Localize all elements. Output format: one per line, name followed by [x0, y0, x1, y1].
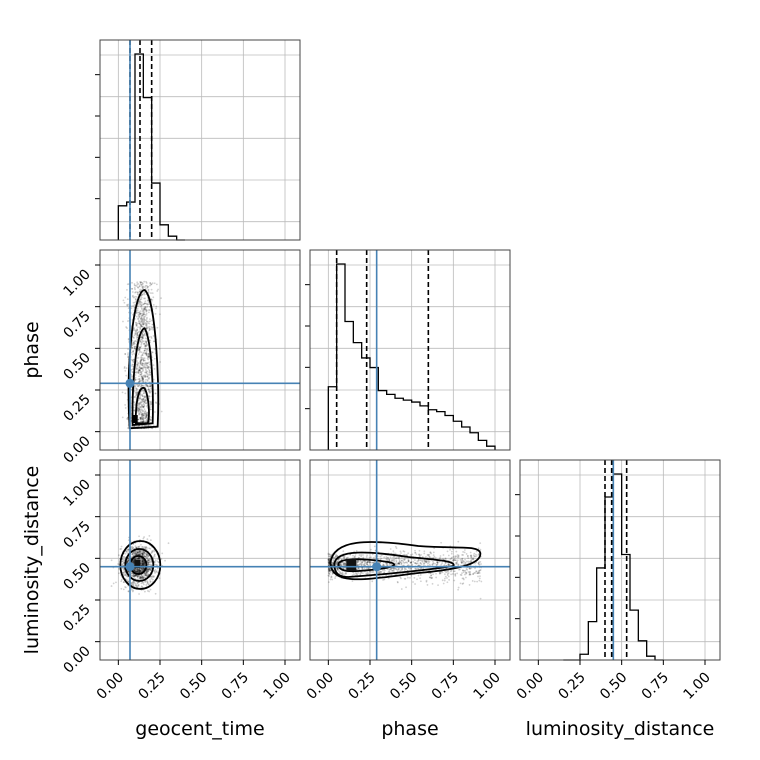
- y-tick-label: 0.75: [60, 308, 93, 341]
- x-tick-label: 0.25: [555, 670, 588, 703]
- axes-frame: [99, 39, 301, 241]
- contour-outer: [127, 289, 160, 430]
- x-tick-label: 0.50: [177, 670, 210, 703]
- contour-outer: [329, 541, 482, 581]
- contour-middle: [124, 548, 155, 582]
- grid: [310, 460, 510, 660]
- x-tick-label: 0.50: [597, 670, 630, 703]
- panel-luminosity_distance-vs-luminosity_distance: [515, 459, 721, 661]
- contour-inner: [134, 386, 150, 425]
- grid: [100, 250, 300, 450]
- x-tick-label: 0.50: [387, 670, 420, 703]
- panel-luminosity_distance-vs-geocent_time: [99, 459, 301, 661]
- y-axis-label-luminosity_distance: luminosity_distance: [21, 466, 43, 655]
- x-axis-label-geocent_time: geocent_time: [135, 718, 264, 740]
- axes-frame: [309, 459, 511, 661]
- y-tick-label: 0.25: [60, 602, 93, 635]
- x-tick-label: 0.25: [345, 670, 378, 703]
- panel-phase-vs-phase: [305, 249, 511, 451]
- x-tick-label: 0.25: [135, 670, 168, 703]
- x-tick-label: 0.75: [639, 670, 672, 703]
- grid: [100, 40, 300, 240]
- x-tick-label: 1.00: [680, 670, 713, 703]
- y-tick-label: 0.50: [60, 560, 93, 593]
- x-tick-label: 0.75: [429, 670, 462, 703]
- x-tick-label: 0.00: [304, 670, 337, 703]
- x-tick-label: 0.75: [219, 670, 252, 703]
- axes-frame: [519, 459, 721, 661]
- axes-frame: [99, 249, 301, 451]
- x-tick-label: 0.00: [514, 670, 547, 703]
- x-tick-label: 1.00: [470, 670, 503, 703]
- histogram-phase: [327, 263, 496, 450]
- y-tick-label: 1.00: [60, 477, 93, 510]
- y-tick-label: 0.50: [60, 350, 93, 383]
- y-tick-label: 0.25: [60, 392, 93, 425]
- panel-luminosity_distance-vs-phase: [309, 459, 511, 661]
- panel-phase-vs-geocent_time: [99, 249, 301, 451]
- x-tick-label: 0.00: [94, 670, 127, 703]
- x-tick-label: 1.00: [260, 670, 293, 703]
- y-tick-label: 1.00: [60, 267, 93, 300]
- panel-geocent_time-vs-geocent_time: [95, 39, 301, 241]
- truth-point: [372, 562, 382, 572]
- y-tick-label: 0.75: [60, 518, 93, 551]
- y-axis-label-phase: phase: [21, 321, 43, 378]
- axes-frame: [99, 459, 301, 661]
- y-tick-label: 0.00: [60, 643, 93, 676]
- x-axis-label-luminosity_distance: luminosity_distance: [526, 718, 715, 740]
- truth-point: [125, 378, 135, 388]
- truth-point: [125, 562, 135, 572]
- x-axis-label-phase: phase: [381, 718, 438, 740]
- contour-outer: [119, 540, 162, 590]
- y-tick-label: 0.00: [60, 433, 93, 466]
- axes-frame: [309, 249, 511, 451]
